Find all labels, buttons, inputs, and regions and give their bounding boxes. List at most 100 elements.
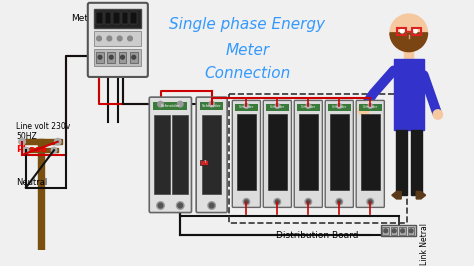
Text: Meter: Meter <box>225 43 269 58</box>
Text: Schneider: Schneider <box>363 105 378 109</box>
FancyBboxPatch shape <box>356 100 384 207</box>
Bar <box>299 114 318 190</box>
Bar <box>113 12 120 24</box>
Circle shape <box>367 198 374 205</box>
Circle shape <box>177 101 183 107</box>
Bar <box>24 148 58 152</box>
Circle shape <box>97 36 101 41</box>
Text: Schneider: Schneider <box>301 105 316 109</box>
Circle shape <box>275 104 280 108</box>
Text: Schneider: Schneider <box>270 105 285 109</box>
Circle shape <box>209 101 214 107</box>
Bar <box>359 104 382 111</box>
Circle shape <box>19 138 26 145</box>
Bar <box>400 227 406 235</box>
Circle shape <box>409 229 413 233</box>
Circle shape <box>413 29 417 33</box>
Bar <box>154 102 187 110</box>
Bar <box>96 12 103 24</box>
Circle shape <box>158 203 163 208</box>
Circle shape <box>307 200 310 204</box>
Bar <box>130 52 137 63</box>
Circle shape <box>176 202 184 209</box>
Bar <box>396 130 407 195</box>
Bar <box>268 114 287 190</box>
FancyBboxPatch shape <box>149 97 191 213</box>
Circle shape <box>392 229 396 233</box>
Bar <box>404 50 413 59</box>
Bar <box>361 114 380 190</box>
Bar <box>235 104 258 111</box>
Text: Connection: Connection <box>204 66 291 81</box>
Circle shape <box>132 55 136 59</box>
Circle shape <box>384 229 388 233</box>
Bar <box>105 12 111 24</box>
FancyArrow shape <box>394 59 424 130</box>
Text: Distribution Board: Distribution Board <box>276 231 359 240</box>
Bar <box>94 31 141 46</box>
Bar <box>108 52 115 63</box>
Bar <box>297 104 319 111</box>
Circle shape <box>306 104 310 108</box>
Circle shape <box>401 229 404 233</box>
Bar <box>266 104 289 111</box>
FancyBboxPatch shape <box>263 100 292 207</box>
Circle shape <box>98 55 102 59</box>
Circle shape <box>109 55 113 59</box>
Circle shape <box>336 198 343 205</box>
Bar <box>381 225 416 236</box>
Bar <box>130 12 137 24</box>
Circle shape <box>368 104 373 108</box>
Circle shape <box>23 147 28 153</box>
Text: Phase: Phase <box>17 146 47 155</box>
Text: Schneider: Schneider <box>332 105 347 109</box>
Text: Schneider: Schneider <box>161 104 180 108</box>
Circle shape <box>337 200 341 204</box>
Bar <box>391 227 398 235</box>
Bar <box>330 114 349 190</box>
FancyBboxPatch shape <box>325 100 353 207</box>
Circle shape <box>178 203 182 208</box>
Circle shape <box>118 36 122 41</box>
Bar <box>38 139 44 250</box>
Text: Neutral: Neutral <box>17 178 48 187</box>
Bar <box>94 9 141 28</box>
Bar <box>397 28 406 35</box>
Text: Line volt 230v
50HZ: Line volt 230v 50HZ <box>17 122 71 142</box>
Circle shape <box>275 200 279 204</box>
FancyArrow shape <box>416 192 426 199</box>
Bar <box>201 102 223 110</box>
FancyBboxPatch shape <box>294 100 322 207</box>
Circle shape <box>305 198 311 205</box>
Bar <box>383 227 389 235</box>
Circle shape <box>51 147 57 153</box>
FancyArrow shape <box>392 192 401 199</box>
Circle shape <box>107 36 112 41</box>
Text: Meter: Meter <box>71 14 97 23</box>
Bar <box>121 12 128 24</box>
Circle shape <box>358 104 369 115</box>
Text: T: T <box>203 160 205 164</box>
Bar <box>410 130 422 195</box>
Circle shape <box>368 200 372 204</box>
Circle shape <box>55 138 61 145</box>
Circle shape <box>121 55 124 59</box>
Circle shape <box>337 104 342 108</box>
Circle shape <box>274 198 281 205</box>
Bar <box>20 139 62 144</box>
Bar <box>119 52 126 63</box>
Circle shape <box>158 101 164 107</box>
Circle shape <box>208 202 215 209</box>
Bar <box>202 115 221 194</box>
Circle shape <box>210 203 214 208</box>
Bar <box>155 115 170 194</box>
Bar <box>408 227 414 235</box>
Text: Schneider: Schneider <box>202 104 221 108</box>
Bar <box>237 114 256 190</box>
Bar <box>172 115 188 194</box>
Bar <box>201 160 208 165</box>
FancyBboxPatch shape <box>232 100 260 207</box>
Circle shape <box>243 198 250 205</box>
Circle shape <box>390 14 428 52</box>
Circle shape <box>245 200 248 204</box>
